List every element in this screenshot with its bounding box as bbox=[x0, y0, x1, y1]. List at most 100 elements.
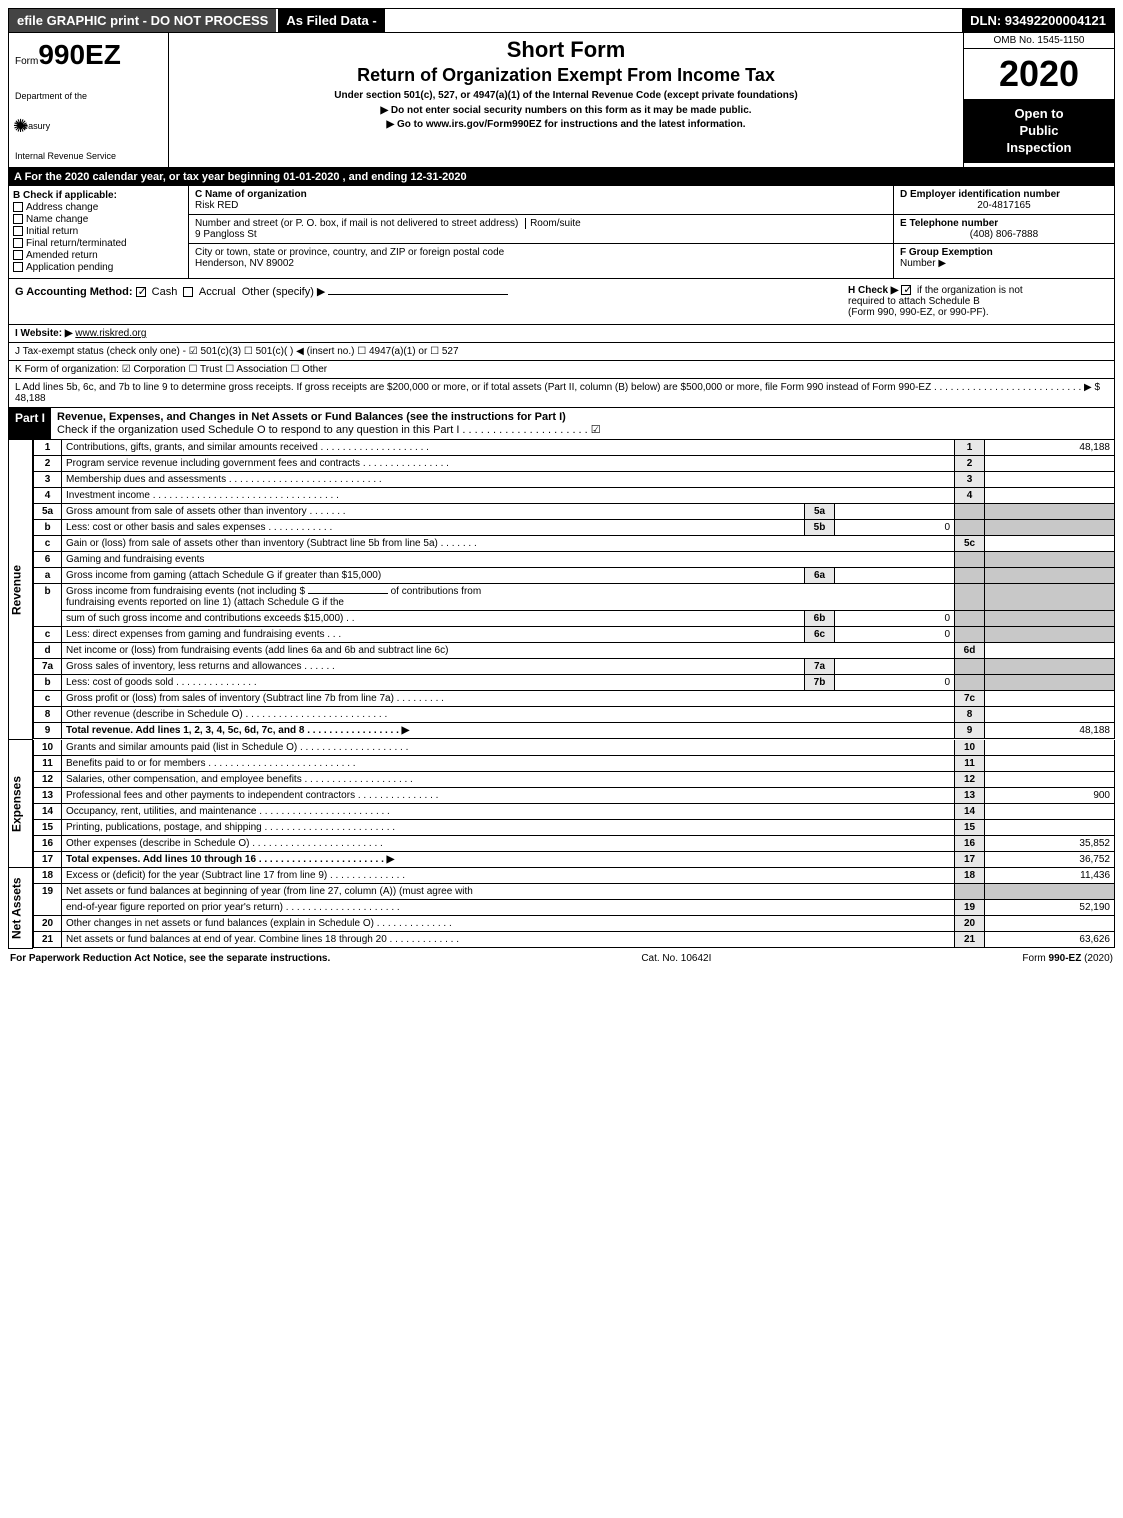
line-21: 21Net assets or fund balances at end of … bbox=[34, 932, 1115, 948]
dept-line2: Treasury bbox=[15, 121, 162, 131]
expenses-side-label: Expenses bbox=[9, 740, 33, 868]
dept-line1: Department of the bbox=[15, 91, 162, 101]
top-bar: efile GRAPHIC print - DO NOT PROCESS As … bbox=[8, 8, 1115, 33]
form-year-block: OMB No. 1545-1150 2020 Open to Public In… bbox=[964, 33, 1114, 167]
line-16: 16Other expenses (describe in Schedule O… bbox=[34, 835, 1115, 851]
expenses-table: 10Grants and similar amounts paid (list … bbox=[33, 740, 1115, 868]
line-7a: 7aGross sales of inventory, less returns… bbox=[34, 659, 1115, 675]
form-header: Form990EZ ✺ Department of the Treasury I… bbox=[8, 33, 1115, 168]
under-section: Under section 501(c), 527, or 4947(a)(1)… bbox=[173, 90, 959, 101]
g-cash: Cash bbox=[152, 286, 178, 298]
section-c: C Name of organization Risk RED Number a… bbox=[189, 186, 894, 278]
line-19-cont: end-of-year figure reported on prior yea… bbox=[34, 900, 1115, 916]
row-k: K Form of organization: ☑ Corporation ☐ … bbox=[8, 361, 1115, 379]
line-7b: bLess: cost of goods sold . . . . . . . … bbox=[34, 675, 1115, 691]
line-6b-cont: sum of such gross income and contributio… bbox=[34, 611, 1115, 627]
revenue-table: 1Contributions, gifts, grants, and simil… bbox=[33, 440, 1115, 739]
ein-value: 20-4817165 bbox=[900, 200, 1108, 211]
g-other: Other (specify) ▶ bbox=[242, 286, 326, 298]
netassets-side-label: Net Assets bbox=[9, 868, 33, 948]
b-title: B Check if applicable: bbox=[13, 190, 184, 201]
g-accounting: G Accounting Method: Cash Accrual Other … bbox=[15, 285, 848, 318]
form-id-block: Form990EZ ✺ Department of the Treasury I… bbox=[9, 33, 169, 167]
section-bcd: B Check if applicable: Address change Na… bbox=[8, 186, 1115, 279]
line-18: 18Excess or (deficit) for the year (Subt… bbox=[34, 868, 1115, 884]
open-line1: Open to bbox=[966, 106, 1112, 123]
line-6: 6Gaming and fundraising events bbox=[34, 552, 1115, 568]
open-line3: Inspection bbox=[966, 140, 1112, 157]
org-addr: 9 Pangloss St bbox=[195, 229, 887, 240]
revenue-side-label: Revenue bbox=[9, 440, 33, 739]
line-13: 13Professional fees and other payments t… bbox=[34, 787, 1115, 803]
line-8: 8Other revenue (describe in Schedule O) … bbox=[34, 707, 1115, 723]
part1-label: Part I bbox=[9, 408, 51, 439]
section-b: B Check if applicable: Address change Na… bbox=[9, 186, 189, 278]
ein-label: D Employer identification number bbox=[900, 189, 1108, 200]
group-label2: Number ▶ bbox=[900, 258, 946, 269]
h-line3: (Form 990, 990-EZ, or 990-PF). bbox=[848, 307, 989, 318]
check-address: Address change bbox=[13, 202, 184, 213]
line-9: 9Total revenue. Add lines 1, 2, 3, 4, 5c… bbox=[34, 723, 1115, 739]
part1-header: Part I Revenue, Expenses, and Changes in… bbox=[8, 408, 1115, 440]
h-line2: required to attach Schedule B bbox=[848, 296, 980, 307]
check-pending: Application pending bbox=[13, 262, 184, 273]
irs-symbol-icon: ✺ bbox=[13, 116, 28, 137]
line-6c: cLess: direct expenses from gaming and f… bbox=[34, 627, 1115, 643]
h-label: H Check ▶ bbox=[848, 285, 898, 296]
line-5a: 5aGross amount from sale of assets other… bbox=[34, 504, 1115, 520]
goto-instruction: ▶ Go to www.irs.gov/Form990EZ for instru… bbox=[173, 119, 959, 130]
return-title: Return of Organization Exempt From Incom… bbox=[173, 65, 959, 86]
as-filed-label: As Filed Data - bbox=[276, 9, 384, 32]
section-d: D Employer identification number 20-4817… bbox=[894, 186, 1114, 278]
line-12: 12Salaries, other compensation, and empl… bbox=[34, 771, 1115, 787]
g-accrual: Accrual bbox=[199, 286, 236, 298]
room-label: Room/suite bbox=[525, 218, 581, 229]
check-amended: Amended return bbox=[13, 250, 184, 261]
h-check: H Check ▶ if the organization is not req… bbox=[848, 285, 1108, 318]
form-number: 990EZ bbox=[38, 39, 121, 70]
tax-year: 2020 bbox=[964, 49, 1114, 100]
row-l: L Add lines 5b, 6c, and 7b to line 9 to … bbox=[8, 379, 1115, 408]
line-14: 14Occupancy, rent, utilities, and mainte… bbox=[34, 803, 1115, 819]
footer: For Paperwork Reduction Act Notice, see … bbox=[8, 949, 1115, 968]
part1-checkline: Check if the organization used Schedule … bbox=[57, 424, 601, 436]
city-label: City or town, state or province, country… bbox=[195, 247, 887, 258]
revenue-section: Revenue 1Contributions, gifts, grants, a… bbox=[8, 440, 1115, 740]
footer-mid: Cat. No. 10642I bbox=[641, 953, 711, 964]
row-i: I Website: ▶ www.riskred.org bbox=[8, 325, 1115, 343]
row-gh: G Accounting Method: Cash Accrual Other … bbox=[8, 279, 1115, 325]
open-line2: Public bbox=[966, 123, 1112, 140]
line-19: 19Net assets or fund balances at beginni… bbox=[34, 884, 1115, 900]
org-city-block: City or town, state or province, country… bbox=[189, 244, 893, 272]
tel-label: E Telephone number bbox=[900, 218, 1108, 229]
ein-block: D Employer identification number 20-4817… bbox=[894, 186, 1114, 215]
footer-left: For Paperwork Reduction Act Notice, see … bbox=[10, 953, 330, 964]
line-4: 4Investment income . . . . . . . . . . .… bbox=[34, 488, 1115, 504]
line-10: 10Grants and similar amounts paid (list … bbox=[34, 740, 1115, 756]
line-1: 1Contributions, gifts, grants, and simil… bbox=[34, 440, 1115, 456]
line-6b: bGross income from fundraising events (n… bbox=[34, 584, 1115, 611]
check-final: Final return/terminated bbox=[13, 238, 184, 249]
org-city: Henderson, NV 89002 bbox=[195, 258, 887, 269]
line-15: 15Printing, publications, postage, and s… bbox=[34, 819, 1115, 835]
group-block: F Group Exemption Number ▶ bbox=[894, 244, 1114, 272]
row-a: A For the 2020 calendar year, or tax yea… bbox=[8, 168, 1115, 186]
efile-label: efile GRAPHIC print - DO NOT PROCESS bbox=[9, 9, 276, 32]
footer-right: Form 990-EZ (2020) bbox=[1022, 953, 1113, 964]
org-name-label: C Name of organization bbox=[195, 189, 887, 200]
omb-number: OMB No. 1545-1150 bbox=[964, 33, 1114, 49]
line-6d: dNet income or (loss) from fundraising e… bbox=[34, 643, 1115, 659]
line-17: 17Total expenses. Add lines 10 through 1… bbox=[34, 851, 1115, 867]
line-6a: aGross income from gaming (attach Schedu… bbox=[34, 568, 1115, 584]
part1-title: Revenue, Expenses, and Changes in Net As… bbox=[57, 411, 566, 423]
line-7c: cGross profit or (loss) from sales of in… bbox=[34, 691, 1115, 707]
org-addr-block: Number and street (or P. O. box, if mail… bbox=[189, 215, 893, 244]
netassets-section: Net Assets 18Excess or (deficit) for the… bbox=[8, 868, 1115, 949]
part1-desc: Revenue, Expenses, and Changes in Net As… bbox=[51, 408, 1114, 439]
expenses-section: Expenses 10Grants and similar amounts pa… bbox=[8, 740, 1115, 869]
dln-label: DLN: 93492200004121 bbox=[962, 9, 1114, 32]
check-name: Name change bbox=[13, 214, 184, 225]
g-label: G Accounting Method: bbox=[15, 286, 133, 298]
i-label: I Website: ▶ bbox=[15, 328, 73, 339]
org-name: Risk RED bbox=[195, 200, 887, 211]
